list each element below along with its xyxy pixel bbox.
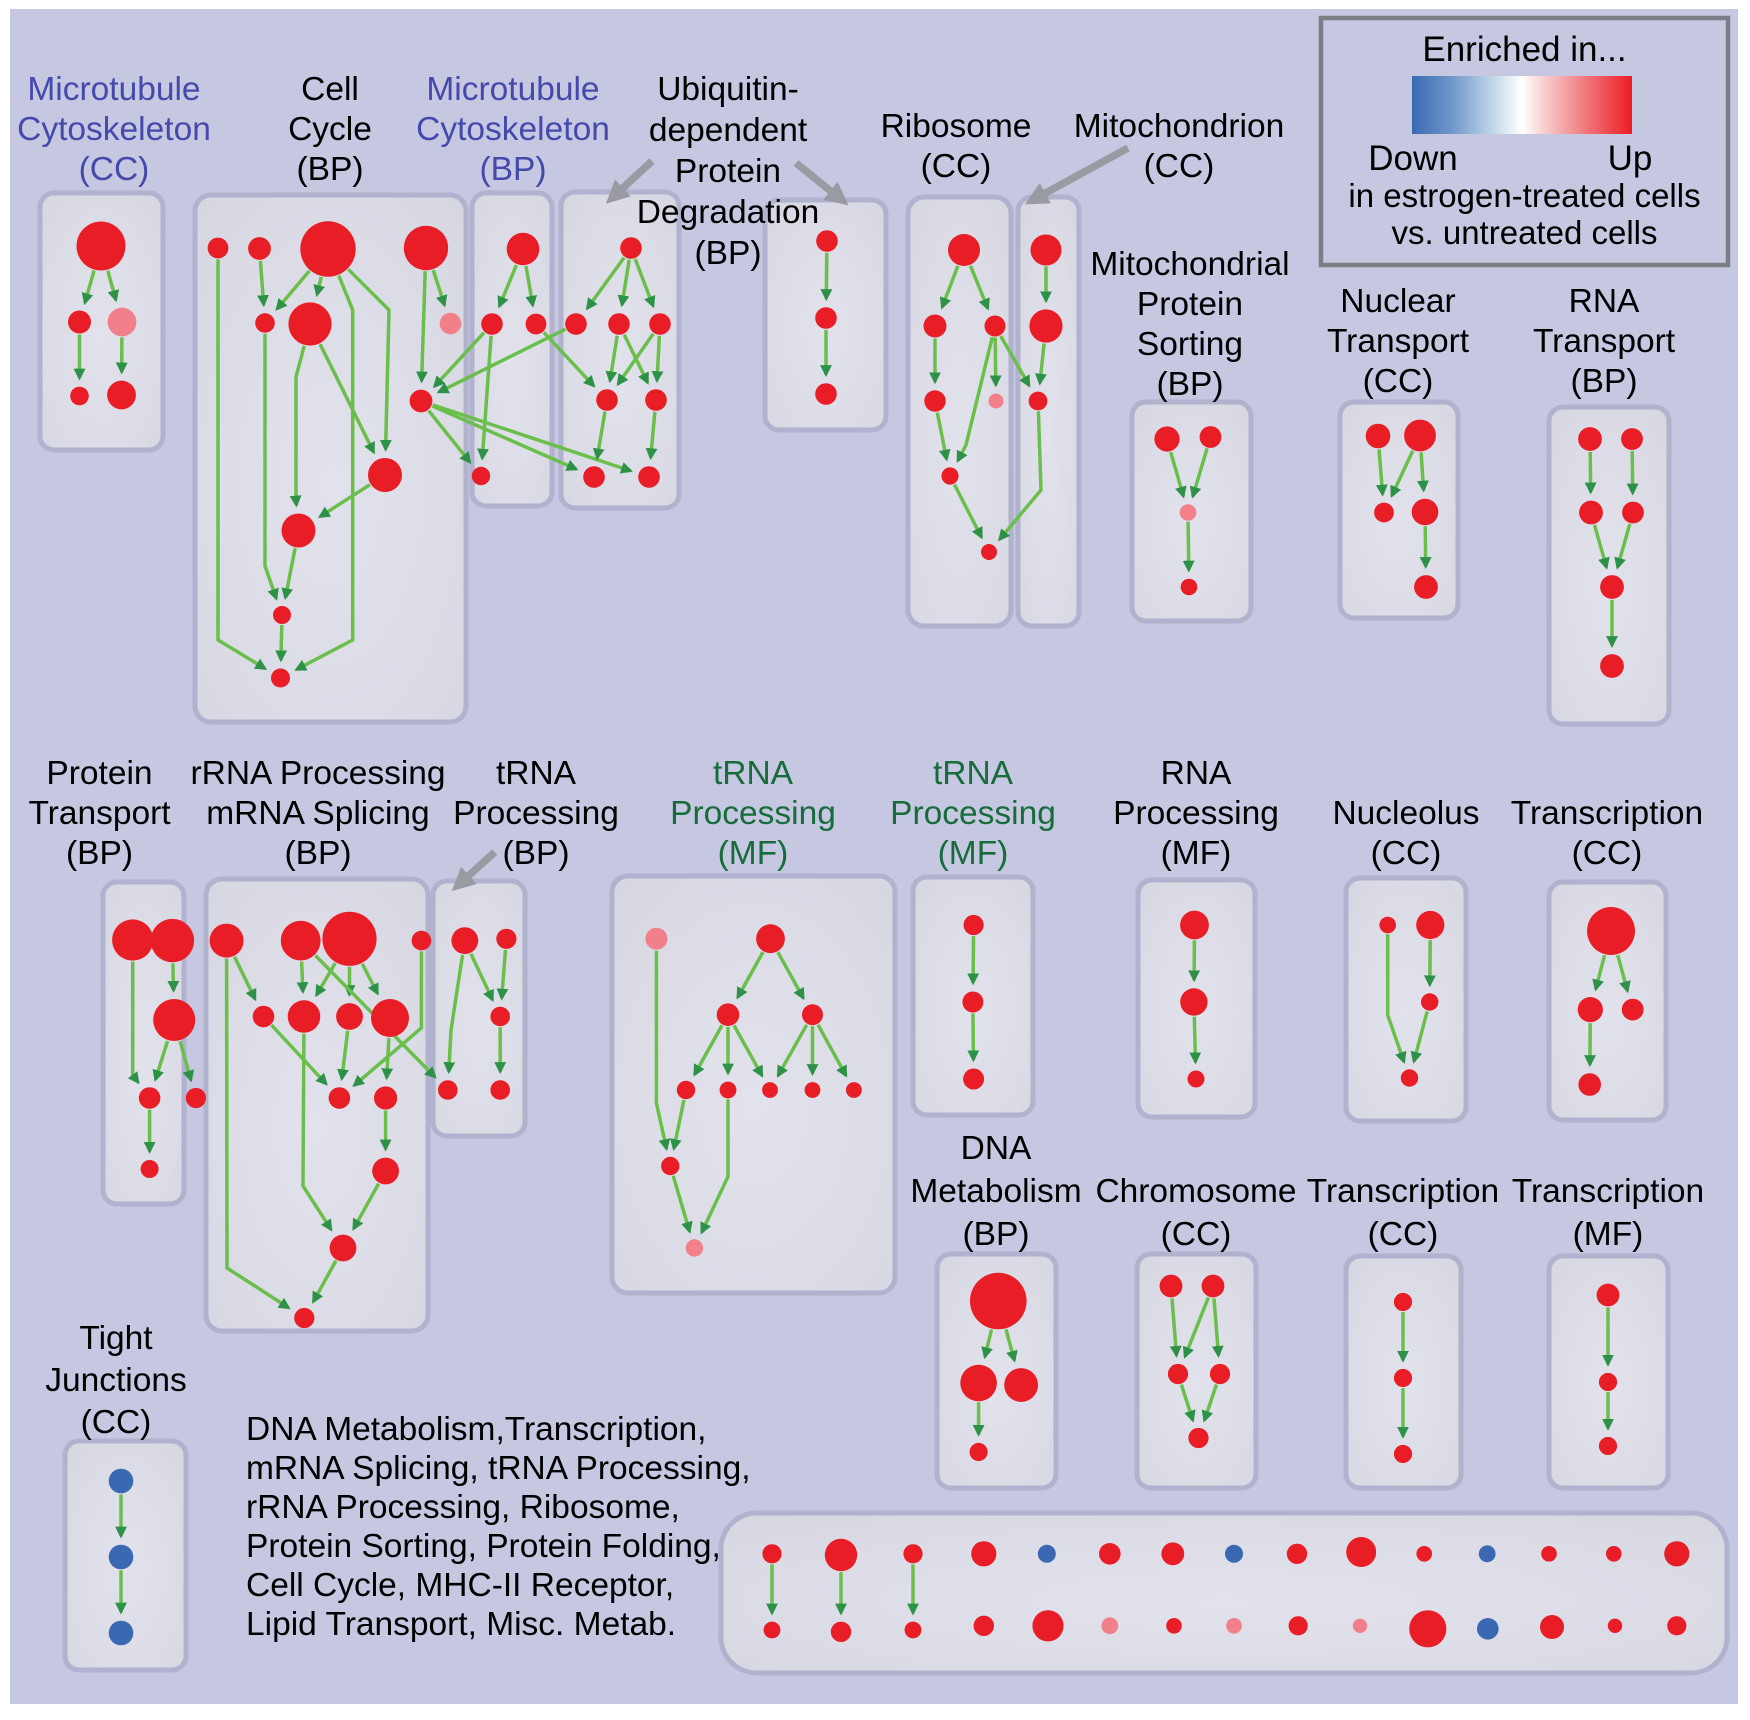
svg-text:Transcription: Transcription <box>1511 795 1703 832</box>
svg-text:Transport: Transport <box>28 795 171 832</box>
svg-text:Protein: Protein <box>675 153 781 190</box>
svg-text:Ubiquitin-: Ubiquitin- <box>657 71 799 108</box>
svg-text:Mitochondrial: Mitochondrial <box>1090 246 1289 283</box>
svg-text:Cytoskeleton: Cytoskeleton <box>17 111 211 148</box>
svg-text:(MF): (MF) <box>718 835 789 872</box>
svg-text:(BP): (BP) <box>285 835 352 872</box>
svg-text:Nuclear: Nuclear <box>1340 283 1455 320</box>
svg-text:Chromosome: Chromosome <box>1095 1173 1296 1210</box>
svg-text:Transcription: Transcription <box>1512 1173 1704 1210</box>
svg-text:dependent: dependent <box>649 112 808 149</box>
svg-text:in estrogen-treated cells: in estrogen-treated cells <box>1348 177 1700 214</box>
svg-text:Cell: Cell <box>301 71 359 108</box>
svg-text:Down: Down <box>1368 139 1457 178</box>
svg-text:Processing: Processing <box>1113 795 1279 832</box>
svg-text:(CC): (CC) <box>1363 363 1434 400</box>
svg-text:(CC): (CC) <box>1572 835 1643 872</box>
svg-text:(BP): (BP) <box>297 151 364 188</box>
svg-text:Cytoskeleton: Cytoskeleton <box>416 111 610 148</box>
svg-text:DNA Metabolism,Transcription,: DNA Metabolism,Transcription, <box>246 1411 706 1448</box>
svg-text:Metabolism: Metabolism <box>910 1173 1081 1210</box>
svg-text:Processing: Processing <box>453 795 619 832</box>
svg-text:Protein Sorting, Protein Foldi: Protein Sorting, Protein Folding, <box>246 1528 721 1565</box>
svg-text:rRNA Processing, Ribosome,: rRNA Processing, Ribosome, <box>246 1489 680 1526</box>
svg-text:(MF): (MF) <box>938 835 1009 872</box>
svg-text:Up: Up <box>1608 139 1653 178</box>
svg-text:(CC): (CC) <box>1144 148 1215 185</box>
svg-text:Transport: Transport <box>1327 323 1470 360</box>
svg-text:Lipid Transport, Misc. Metab.: Lipid Transport, Misc. Metab. <box>246 1606 676 1643</box>
svg-text:Microtubule: Microtubule <box>27 71 200 108</box>
svg-text:Tight: Tight <box>79 1320 153 1357</box>
svg-text:Transcription: Transcription <box>1307 1173 1499 1210</box>
svg-text:tRNA: tRNA <box>933 755 1014 792</box>
svg-text:(BP): (BP) <box>963 1216 1030 1253</box>
svg-text:vs. untreated cells: vs. untreated cells <box>1392 214 1658 251</box>
svg-text:Cycle: Cycle <box>288 111 372 148</box>
svg-text:tRNA: tRNA <box>496 755 577 792</box>
svg-text:Junctions: Junctions <box>45 1362 187 1399</box>
svg-text:Degradation: Degradation <box>637 194 820 231</box>
svg-text:(BP): (BP) <box>66 835 133 872</box>
svg-text:Protein: Protein <box>1137 286 1243 323</box>
svg-text:Microtubule: Microtubule <box>426 71 599 108</box>
svg-text:Processing: Processing <box>890 795 1056 832</box>
svg-text:(BP): (BP) <box>1157 366 1224 403</box>
svg-text:Transport: Transport <box>1533 323 1676 360</box>
svg-text:(BP): (BP) <box>695 235 762 272</box>
svg-text:Protein: Protein <box>46 755 152 792</box>
svg-text:Enriched in...: Enriched in... <box>1422 30 1626 69</box>
svg-text:DNA: DNA <box>961 1130 1032 1167</box>
svg-text:(BP): (BP) <box>1571 363 1638 400</box>
svg-text:(CC): (CC) <box>81 1404 152 1441</box>
svg-text:RNA: RNA <box>1161 755 1232 792</box>
svg-text:mRNA Splicing, tRNA Processing: mRNA Splicing, tRNA Processing, <box>246 1450 751 1487</box>
svg-text:(MF): (MF) <box>1573 1216 1644 1253</box>
svg-text:Sorting: Sorting <box>1137 326 1243 363</box>
svg-text:Nucleolus: Nucleolus <box>1332 795 1479 832</box>
svg-text:RNA: RNA <box>1569 283 1640 320</box>
svg-text:Mitochondrion: Mitochondrion <box>1074 108 1284 145</box>
svg-text:tRNA: tRNA <box>713 755 794 792</box>
svg-text:(CC): (CC) <box>79 151 150 188</box>
svg-text:(CC): (CC) <box>921 148 992 185</box>
svg-text:(MF): (MF) <box>1161 835 1232 872</box>
svg-text:rRNA Processing: rRNA Processing <box>190 755 445 792</box>
svg-text:(BP): (BP) <box>503 835 570 872</box>
svg-text:Ribosome: Ribosome <box>881 108 1032 145</box>
svg-text:(CC): (CC) <box>1161 1216 1232 1253</box>
svg-text:Processing: Processing <box>670 795 836 832</box>
svg-text:(BP): (BP) <box>480 151 547 188</box>
svg-text:(CC): (CC) <box>1368 1216 1439 1253</box>
svg-text:Cell Cycle, MHC-II Receptor,: Cell Cycle, MHC-II Receptor, <box>246 1567 674 1604</box>
svg-text:(CC): (CC) <box>1371 835 1442 872</box>
svg-text:mRNA Splicing: mRNA Splicing <box>206 795 429 832</box>
